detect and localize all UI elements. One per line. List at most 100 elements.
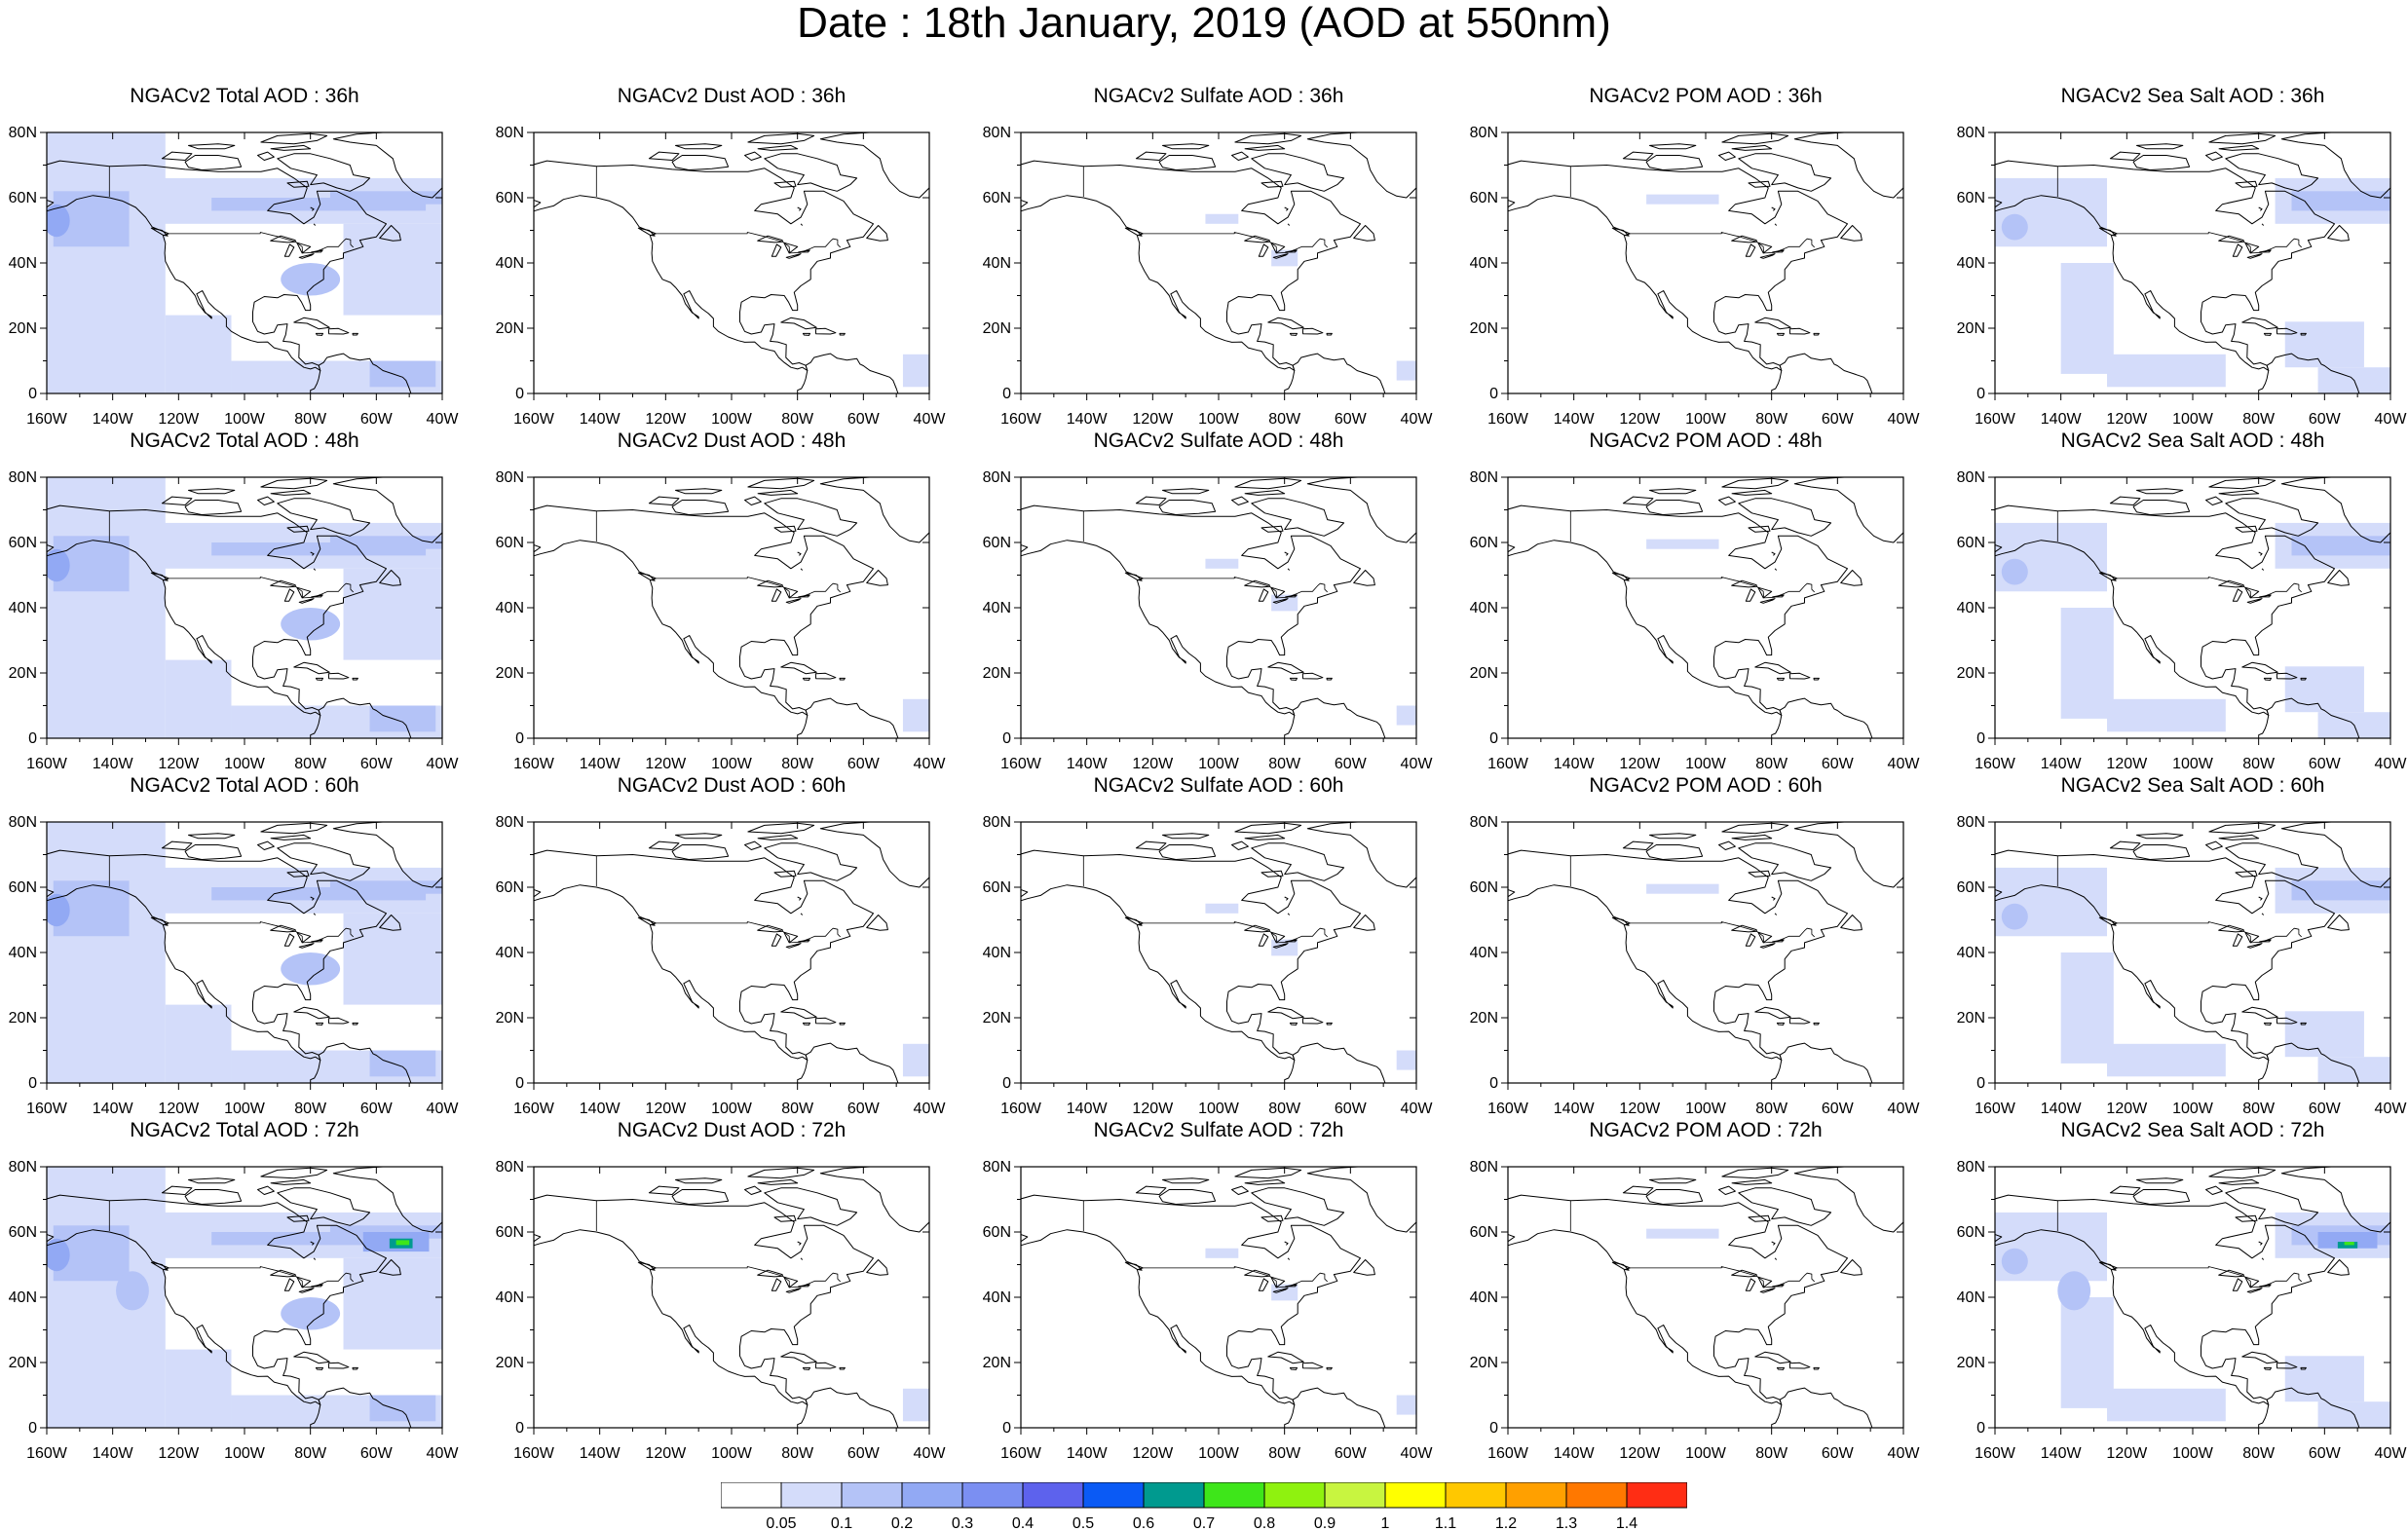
coastline xyxy=(534,160,874,371)
coastline xyxy=(270,834,312,840)
coastline xyxy=(2109,1185,2141,1195)
colorbar-label: 0.5 xyxy=(1072,1515,1094,1531)
coastline xyxy=(764,153,858,192)
lon-tick-label: 80W xyxy=(1755,1101,1788,1117)
coastline xyxy=(1021,504,1361,716)
lat-tick-label: 60N xyxy=(9,535,37,551)
lon-tick-label: 40W xyxy=(1888,411,1921,428)
coastline xyxy=(2225,498,2319,537)
coastline xyxy=(2136,1177,2184,1184)
map-axes: 80N 60N 40N 20N 0 160W 140W 120W 100W 80W 60W 40W xyxy=(496,1159,947,1462)
us-canada-border xyxy=(1630,921,1815,944)
colorbar-box xyxy=(1082,1482,1145,1509)
coastline xyxy=(2258,353,2360,393)
coastline xyxy=(310,1042,412,1083)
coastline xyxy=(1718,496,1736,505)
coastline xyxy=(293,661,330,675)
great-lake xyxy=(296,1276,312,1288)
coastline xyxy=(257,840,275,850)
lon-tick-label: 80W xyxy=(294,1445,327,1462)
map-content xyxy=(1508,822,1903,1083)
coastline xyxy=(1124,227,1143,237)
map-panel: NGACv2 Total AOD : 72h 80N 60N 40N 20N 0 160W 1… xyxy=(0,1118,487,1464)
lon-tick-label: 160W xyxy=(513,411,555,428)
lon-tick-label: 60W xyxy=(1822,411,1855,428)
lon-tick-label: 100W xyxy=(224,756,266,772)
coastline xyxy=(310,353,412,393)
map-plot: 80N 60N 40N 20N 0 160W 140W 120W 100W 80W 60W 40W xyxy=(9,125,460,428)
lon-tick-label: 120W xyxy=(158,756,200,772)
map-panel: NGACv2 Dust AOD : 72h 80N 60N 40N 20N 0 160W 14… xyxy=(487,1118,974,1464)
coastline xyxy=(188,833,236,840)
coastline xyxy=(2263,1366,2272,1370)
lat-tick-label: 80N xyxy=(983,469,1011,486)
coastline xyxy=(1731,1178,1773,1185)
lat-tick-label: 20N xyxy=(983,1010,1011,1027)
lat-tick-label: 20N xyxy=(1957,320,1985,337)
coastline xyxy=(2218,144,2260,151)
lat-tick-label: 60N xyxy=(9,1224,37,1241)
lat-tick-label: 60N xyxy=(1957,535,1985,551)
coastline xyxy=(1645,1189,1704,1205)
great-lake xyxy=(2246,253,2263,259)
coastline xyxy=(2235,1214,2258,1222)
us-canada-border xyxy=(1143,577,1328,599)
lon-tick-label: 100W xyxy=(2172,756,2214,772)
coastline xyxy=(534,504,874,716)
lat-tick-label: 20N xyxy=(1470,1355,1498,1371)
lon-tick-label: 160W xyxy=(1487,411,1529,428)
coastline xyxy=(352,332,358,336)
map-content xyxy=(1995,132,2390,393)
coastline xyxy=(2276,672,2298,680)
coastline xyxy=(1995,849,2335,1061)
coastline xyxy=(675,833,723,840)
lon-tick-label: 140W xyxy=(93,756,134,772)
coastline xyxy=(757,489,799,496)
coastline xyxy=(2205,1185,2223,1195)
coastline-layer xyxy=(1021,1167,1416,1428)
coastline xyxy=(1135,496,1167,505)
coastline xyxy=(1135,840,1167,850)
map-panel: NGACv2 Total AOD : 48h 80N 60N 40N 20N 0 160W 1… xyxy=(0,429,487,774)
great-lake xyxy=(2244,242,2260,254)
great-lake xyxy=(296,931,312,944)
aod-field-cell xyxy=(1646,194,1719,205)
lat-tick-label: 40N xyxy=(9,255,37,272)
panel-title: NGACv2 Sulfate AOD : 60h xyxy=(1093,774,1344,797)
coastline xyxy=(286,870,310,878)
coastline xyxy=(802,677,810,681)
great-lake xyxy=(1745,588,1756,602)
lon-tick-label: 140W xyxy=(2041,756,2083,772)
colorbar-label: 1.4 xyxy=(1616,1515,1637,1531)
island-outline xyxy=(2258,206,2263,211)
map-content xyxy=(47,822,442,1083)
coastline xyxy=(1622,151,1654,161)
coastline xyxy=(1788,327,1811,335)
coastline xyxy=(814,1017,837,1025)
coastline xyxy=(2263,677,2272,681)
great-lake xyxy=(1270,242,1286,254)
lon-tick-label: 120W xyxy=(1619,1445,1661,1462)
map-plot: 80N 60N 40N 20N 0 160W 140W 120W 100W 80W 60W 40W xyxy=(1957,1159,2408,1462)
coastline xyxy=(2280,822,2390,888)
coastline xyxy=(2205,496,2223,505)
coastline xyxy=(277,498,371,537)
map-plot: 80N 60N 40N 20N 0 160W 140W 120W 100W 80W 60W 40W xyxy=(1470,125,1921,428)
lon-tick-label: 40W xyxy=(1888,1101,1921,1117)
great-lake xyxy=(2218,235,2244,243)
map-content xyxy=(534,822,929,1083)
coastline xyxy=(1645,844,1704,860)
lat-tick-label: 20N xyxy=(9,320,37,337)
us-canada-border xyxy=(656,577,841,599)
lat-tick-label: 40N xyxy=(9,945,37,961)
map-plot: 80N 60N 40N 20N 0 160W 140W 120W 100W 80W 60W 40W xyxy=(983,469,1434,772)
map-content xyxy=(1995,477,2390,738)
coastline xyxy=(780,1351,817,1364)
map-panel: NGACv2 Sulfate AOD : 72h 80N 60N 40N 20N 0 160… xyxy=(974,1118,1461,1464)
coastline xyxy=(2225,842,2319,881)
lon-tick-label: 80W xyxy=(1268,1101,1301,1117)
coastline xyxy=(1995,1194,2335,1405)
lon-tick-label: 40W xyxy=(427,1101,460,1117)
coastline xyxy=(1353,915,1375,931)
lon-tick-label: 60W xyxy=(1822,756,1855,772)
